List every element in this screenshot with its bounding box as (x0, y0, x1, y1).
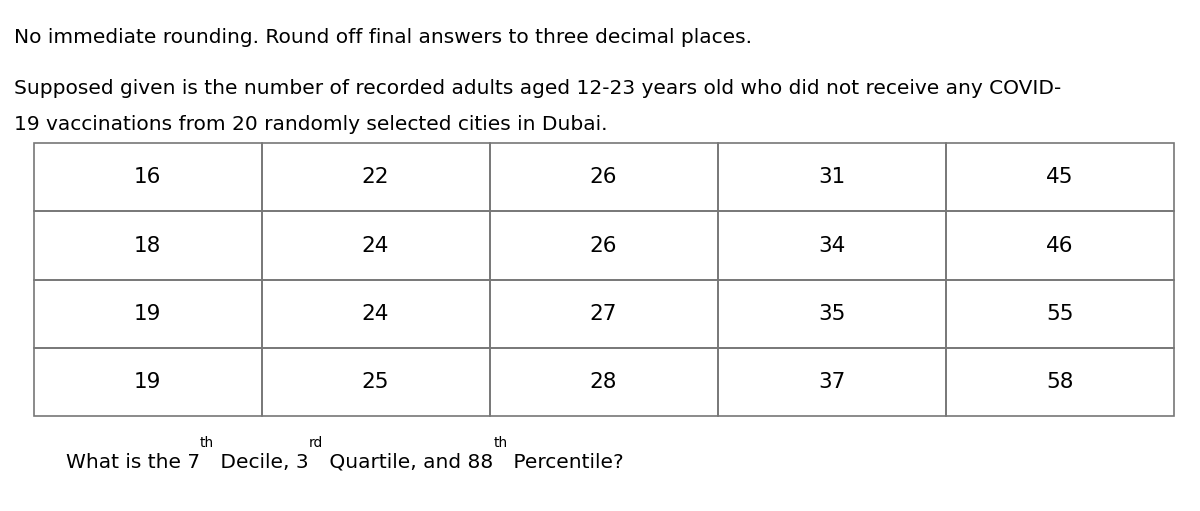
Text: 55: 55 (1046, 304, 1073, 324)
Text: Decile, 3: Decile, 3 (215, 453, 308, 472)
Bar (34, 348, 262, 416)
Text: Quartile, and 88: Quartile, and 88 (323, 453, 493, 472)
Text: 26: 26 (590, 236, 617, 256)
Text: th: th (493, 436, 508, 450)
Bar (262, 143, 490, 212)
Text: th: th (200, 436, 215, 450)
Text: 26: 26 (590, 167, 617, 187)
Bar (262, 348, 490, 416)
Text: 31: 31 (818, 167, 845, 187)
Text: No immediate rounding. Round off final answers to three decimal places.: No immediate rounding. Round off final a… (14, 28, 752, 47)
Bar (34, 280, 262, 348)
Text: 46: 46 (1046, 236, 1073, 256)
Text: 58: 58 (1046, 373, 1073, 392)
Bar (946, 212, 1174, 280)
Text: 24: 24 (362, 304, 389, 324)
Bar (262, 212, 490, 280)
Text: 19: 19 (134, 373, 161, 392)
Bar (718, 143, 946, 212)
Text: Supposed given is the number of recorded adults aged 12-23 years old who did not: Supposed given is the number of recorded… (14, 79, 1062, 98)
Text: 18: 18 (134, 236, 161, 256)
Text: 19: 19 (134, 304, 161, 324)
Bar (718, 280, 946, 348)
Text: 19 vaccinations from 20 randomly selected cities in Dubai.: 19 vaccinations from 20 randomly selecte… (14, 115, 608, 134)
Text: 28: 28 (590, 373, 617, 392)
Text: 22: 22 (362, 167, 389, 187)
Text: 45: 45 (1046, 167, 1073, 187)
Bar (490, 280, 718, 348)
Bar (490, 143, 718, 212)
Bar (262, 280, 490, 348)
Bar (490, 348, 718, 416)
Text: Percentile?: Percentile? (508, 453, 624, 472)
Bar (946, 143, 1174, 212)
Bar (718, 348, 946, 416)
Text: 24: 24 (362, 236, 389, 256)
Bar (34, 143, 262, 212)
Text: 27: 27 (590, 304, 617, 324)
Text: 25: 25 (362, 373, 389, 392)
Bar (946, 280, 1174, 348)
Text: 34: 34 (818, 236, 845, 256)
Text: 35: 35 (818, 304, 845, 324)
Bar (946, 348, 1174, 416)
Bar (490, 212, 718, 280)
Text: 16: 16 (134, 167, 161, 187)
Text: rd: rd (308, 436, 323, 450)
Bar (718, 212, 946, 280)
Bar (34, 212, 262, 280)
Text: 37: 37 (818, 373, 845, 392)
Text: What is the 7: What is the 7 (66, 453, 200, 472)
